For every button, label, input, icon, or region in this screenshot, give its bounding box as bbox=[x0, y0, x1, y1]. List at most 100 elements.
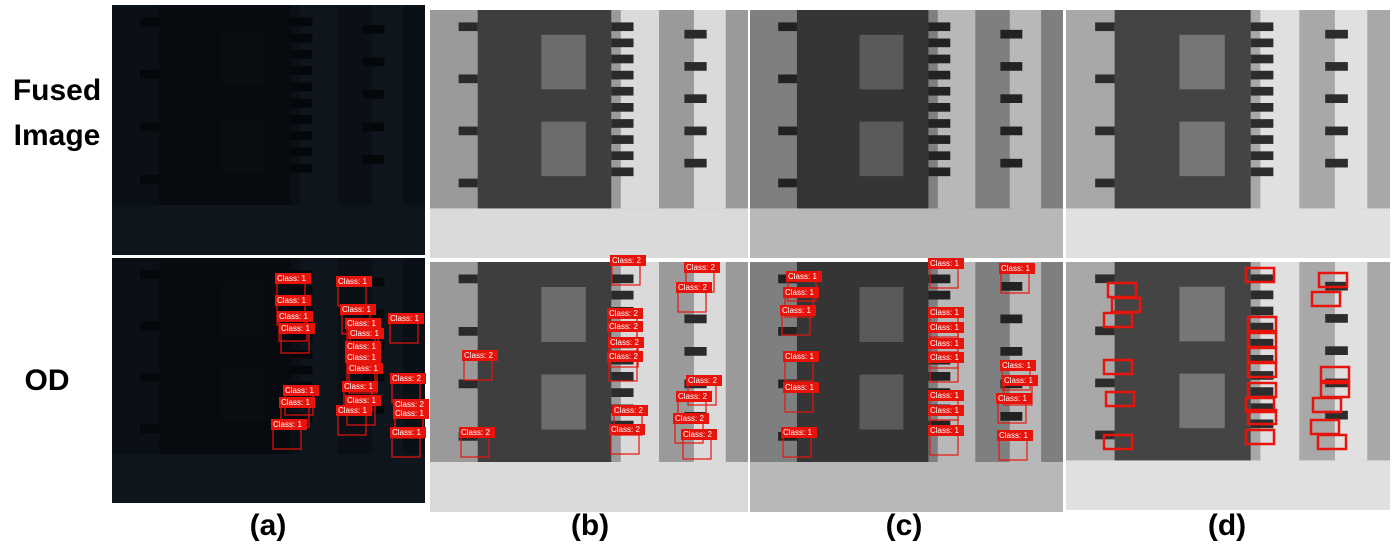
detection-label: Class: 2 bbox=[464, 351, 493, 360]
car bbox=[362, 58, 384, 67]
car bbox=[928, 167, 950, 176]
road bbox=[1066, 460, 1390, 510]
car bbox=[611, 167, 633, 176]
car bbox=[362, 373, 384, 382]
detection-label: Class: 1 bbox=[1004, 376, 1033, 385]
car bbox=[611, 291, 633, 300]
detection-label: Class: 1 bbox=[783, 428, 812, 437]
car bbox=[1000, 347, 1022, 356]
roof bbox=[1179, 35, 1224, 90]
detection-label: Class: 2 bbox=[614, 406, 643, 415]
detection-label: Class: 1 bbox=[1001, 264, 1030, 273]
detection-label: Class: 1 bbox=[390, 314, 419, 323]
car bbox=[362, 155, 384, 164]
road bbox=[750, 462, 1063, 512]
car bbox=[1251, 39, 1274, 48]
car bbox=[459, 327, 478, 336]
detection-label: Class: 1 bbox=[930, 308, 959, 317]
car bbox=[611, 372, 633, 381]
road bbox=[430, 208, 748, 258]
detection-label: Class: 1 bbox=[338, 277, 367, 286]
road bbox=[112, 205, 425, 255]
car bbox=[611, 119, 633, 128]
car bbox=[1000, 315, 1022, 324]
car bbox=[1251, 371, 1274, 380]
roof bbox=[222, 30, 266, 85]
car bbox=[290, 115, 312, 124]
car bbox=[290, 50, 312, 59]
road bbox=[430, 462, 748, 512]
car bbox=[290, 34, 312, 43]
roof bbox=[541, 287, 586, 342]
column-label: (b) bbox=[571, 509, 609, 542]
car bbox=[684, 94, 706, 103]
detection-label: Class: 1 bbox=[930, 339, 959, 348]
detection-label: Class: 1 bbox=[930, 406, 959, 415]
car bbox=[1251, 119, 1274, 128]
car bbox=[611, 71, 633, 80]
detection-label: Class: 2 bbox=[610, 338, 639, 347]
car bbox=[1251, 167, 1274, 176]
car bbox=[1251, 135, 1274, 144]
detection-label: Class: 2 bbox=[678, 392, 707, 401]
detection-label: Class: 2 bbox=[611, 425, 640, 434]
detection-label: Class: 1 bbox=[277, 296, 306, 305]
car bbox=[140, 123, 159, 132]
road bbox=[1066, 208, 1390, 258]
car bbox=[778, 74, 797, 83]
car bbox=[362, 25, 384, 34]
car bbox=[1251, 103, 1274, 112]
car bbox=[928, 87, 950, 96]
car bbox=[684, 159, 706, 168]
roof bbox=[1179, 122, 1224, 177]
car bbox=[459, 127, 478, 136]
roof bbox=[222, 368, 266, 422]
car bbox=[611, 87, 633, 96]
car bbox=[1251, 22, 1274, 31]
detection-label: Class: 2 bbox=[683, 430, 712, 439]
car bbox=[1000, 282, 1022, 291]
car bbox=[684, 30, 706, 39]
detection-label: Class: 1 bbox=[349, 364, 378, 373]
detection-label: Class: 1 bbox=[392, 428, 421, 437]
car bbox=[290, 286, 312, 295]
car bbox=[1325, 30, 1348, 39]
car bbox=[1251, 387, 1274, 396]
car bbox=[611, 388, 633, 397]
car bbox=[611, 22, 633, 31]
car bbox=[140, 322, 159, 331]
car bbox=[778, 179, 797, 188]
road bbox=[750, 208, 1063, 258]
detection-label: Class: 1 bbox=[273, 420, 302, 429]
car bbox=[1325, 159, 1348, 168]
detection-label: Class: 1 bbox=[338, 406, 367, 415]
roof bbox=[860, 287, 904, 342]
car bbox=[1000, 159, 1022, 168]
roof bbox=[222, 283, 266, 337]
column-label: (d) bbox=[1208, 509, 1246, 542]
row-label: Fused bbox=[13, 74, 101, 107]
detection-label: Class: 1 bbox=[788, 272, 817, 281]
detection-label: Class: 1 bbox=[347, 319, 376, 328]
car bbox=[1325, 94, 1348, 103]
car bbox=[928, 22, 950, 31]
car bbox=[611, 135, 633, 144]
car bbox=[362, 123, 384, 132]
car bbox=[928, 39, 950, 48]
car bbox=[1000, 127, 1022, 136]
car bbox=[1251, 71, 1274, 80]
car bbox=[928, 275, 950, 284]
car bbox=[611, 151, 633, 160]
detection-label: Class: 1 bbox=[347, 342, 376, 351]
car bbox=[1325, 127, 1348, 136]
car bbox=[611, 103, 633, 112]
roof bbox=[860, 122, 904, 177]
roof bbox=[541, 122, 586, 177]
row-label: OD bbox=[25, 364, 70, 397]
road bbox=[112, 454, 425, 503]
car bbox=[459, 275, 478, 284]
detection-label: Class: 2 bbox=[395, 400, 424, 409]
detection-label: Class: 1 bbox=[998, 394, 1027, 403]
car bbox=[1095, 379, 1114, 388]
car bbox=[1251, 151, 1274, 160]
